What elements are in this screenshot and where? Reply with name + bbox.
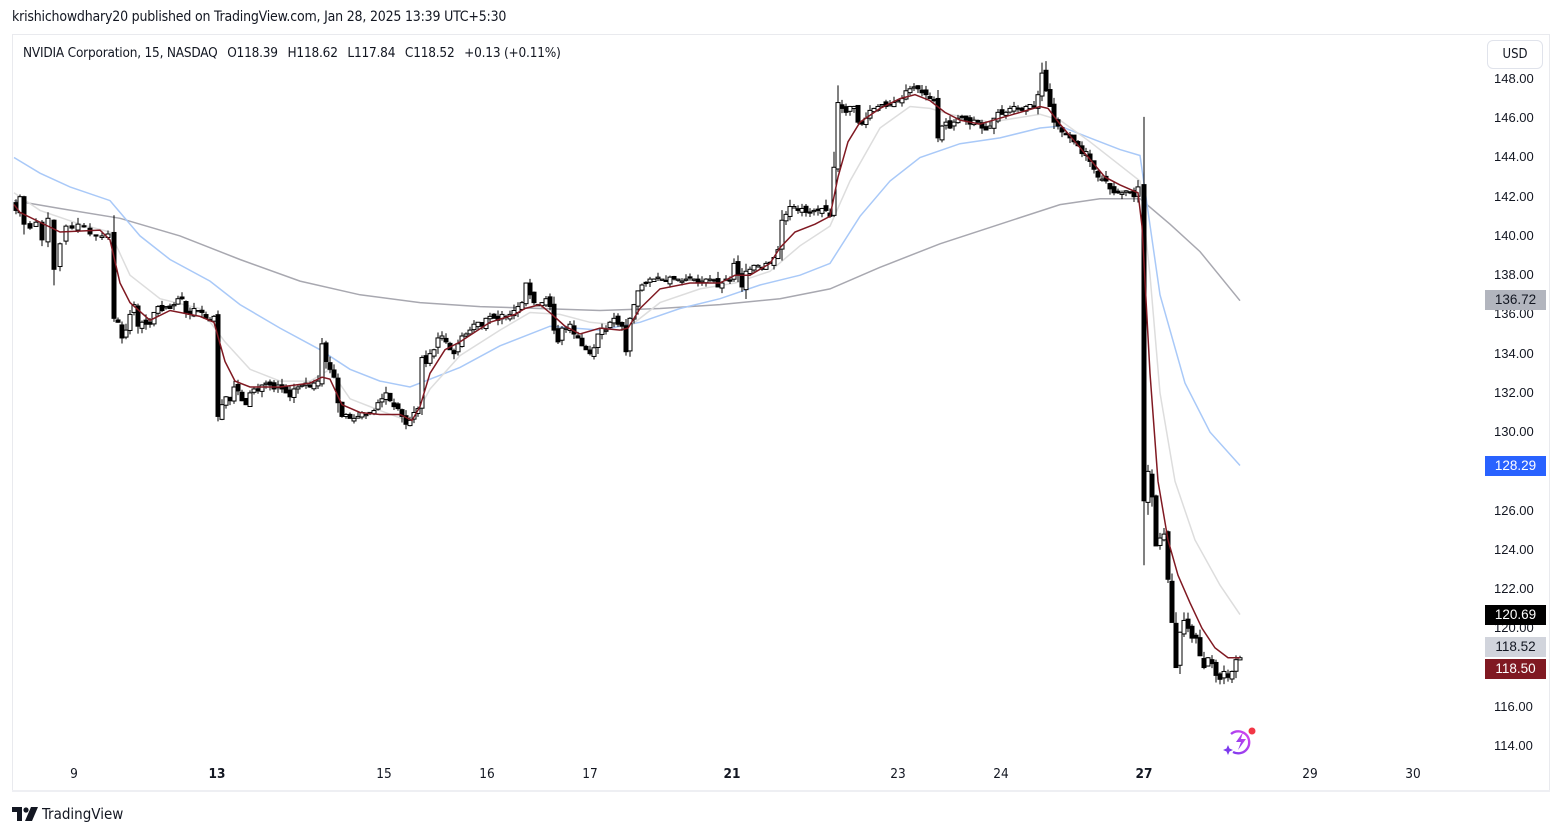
tradingview-logo-icon bbox=[12, 807, 38, 821]
brand-name: TradingView bbox=[42, 805, 124, 823]
publish-attribution: krishichowdhary20 published on TradingVi… bbox=[12, 9, 507, 25]
price-tick: 142.00 bbox=[1494, 188, 1534, 204]
ohlc-change: +0.13 (+0.11%) bbox=[464, 45, 561, 61]
symbol-legend: NVIDIA Corporation, 15, NASDAQ O118.39 H… bbox=[23, 45, 567, 61]
ai-sparkle-icon[interactable] bbox=[1222, 724, 1258, 758]
price-tag: 120.69 bbox=[1485, 604, 1546, 625]
price-tag: 136.72 bbox=[1485, 290, 1546, 311]
price-tick: 126.00 bbox=[1494, 502, 1534, 518]
ma-fast-line bbox=[13, 93, 1240, 659]
ma-mid-line bbox=[13, 105, 1241, 616]
symbol-name[interactable]: NVIDIA Corporation, 15, NASDAQ bbox=[23, 45, 218, 61]
price-axis-border bbox=[1549, 34, 1550, 791]
price-tick: 132.00 bbox=[1494, 384, 1534, 400]
price-tick: 148.00 bbox=[1494, 71, 1534, 86]
ohlc-low: L117.84 bbox=[347, 45, 396, 61]
price-tick: 144.00 bbox=[1494, 149, 1534, 165]
bottom-divider bbox=[12, 790, 1550, 792]
price-tag: 118.52 bbox=[1485, 637, 1546, 658]
price-tick: 138.00 bbox=[1494, 267, 1534, 283]
time-tick: 17 bbox=[582, 766, 598, 782]
time-tick: 23 bbox=[890, 766, 906, 782]
price-tick: 116.00 bbox=[1494, 698, 1533, 714]
price-tag: 118.50 bbox=[1485, 658, 1546, 679]
price-tick: 122.00 bbox=[1494, 581, 1534, 597]
time-tick: 24 bbox=[993, 766, 1009, 782]
time-tick: 30 bbox=[1405, 766, 1421, 782]
price-tick: 114.00 bbox=[1494, 738, 1533, 753]
candlestick-series bbox=[13, 61, 1243, 685]
time-tick: 29 bbox=[1302, 766, 1318, 782]
time-tick: 9 bbox=[70, 766, 78, 782]
time-tick: 13 bbox=[208, 766, 226, 782]
time-tick: 21 bbox=[723, 766, 741, 782]
price-tick: 124.00 bbox=[1494, 541, 1534, 557]
time-tick: 27 bbox=[1135, 766, 1153, 782]
price-tag: 128.29 bbox=[1485, 455, 1546, 476]
ohlc-high: H118.62 bbox=[287, 45, 338, 61]
price-tick: 146.00 bbox=[1494, 110, 1534, 126]
ma-slow-line bbox=[13, 125, 1241, 467]
ohlc-close: C118.52 bbox=[404, 45, 455, 61]
ohlc-open: O118.39 bbox=[227, 45, 278, 61]
time-tick: 15 bbox=[376, 766, 392, 782]
tradingview-brand[interactable]: TradingView bbox=[12, 805, 123, 823]
price-tick: 134.00 bbox=[1494, 345, 1534, 361]
price-tick: 140.00 bbox=[1494, 227, 1534, 243]
ma-long-line bbox=[13, 197, 1241, 312]
price-tick: 130.00 bbox=[1494, 424, 1534, 440]
time-tick: 16 bbox=[479, 766, 495, 782]
currency-button[interactable]: USD bbox=[1487, 40, 1543, 69]
